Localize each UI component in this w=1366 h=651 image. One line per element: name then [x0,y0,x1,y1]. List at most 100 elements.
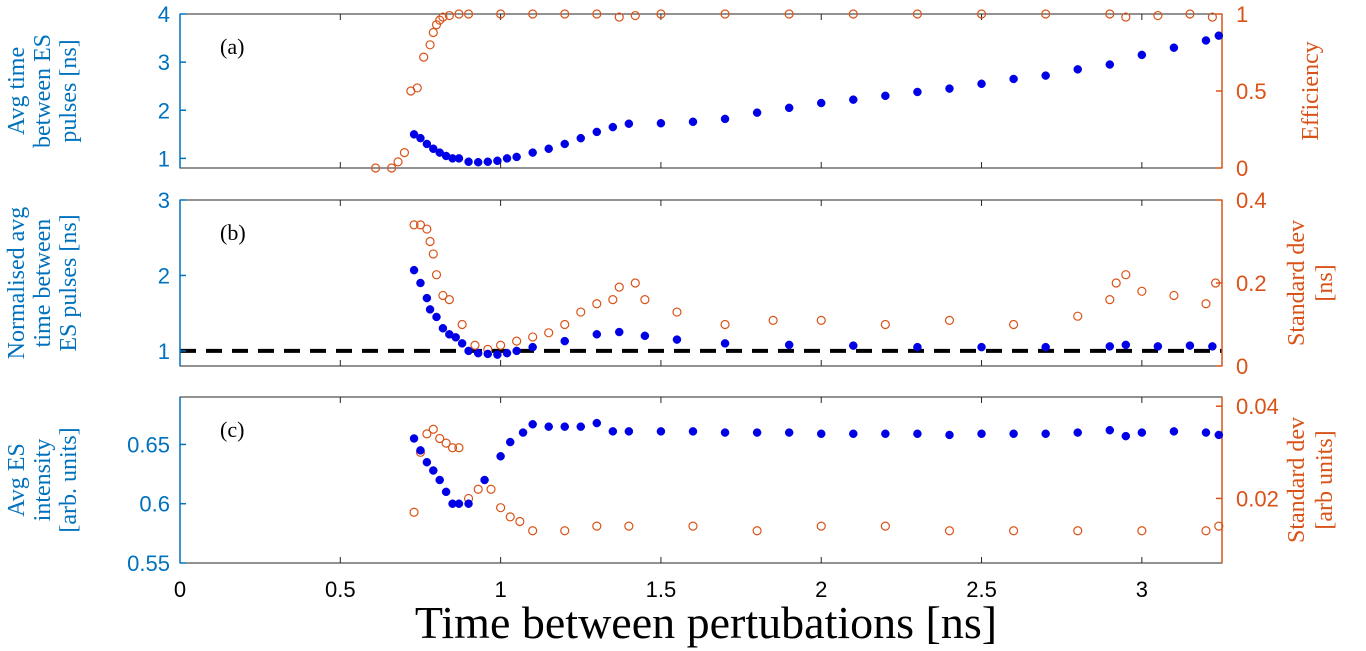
left-series-point [454,154,464,163]
right-y-label: [arb units] [1312,430,1338,529]
left-series-point [416,278,425,288]
left-series-point [1073,65,1082,74]
left-series-point [576,133,586,143]
left-y-label: [arb. units] [56,427,82,532]
left-series-point [1121,340,1131,350]
left-y-label: Avg time [4,47,30,135]
panel-frame [179,199,1223,367]
x-tick-label: 0 [174,577,186,602]
right-series-point [409,220,419,230]
right-series-point [435,15,445,25]
left-y-tick-label: 4 [158,2,170,27]
right-y-tick-label: 0 [1236,354,1248,379]
left-series-point [1137,428,1147,437]
right-series-point [1041,9,1051,19]
right-series-point [454,443,464,453]
right-series-point [630,278,640,288]
x-axis-label: Time between pertubations [ns] [415,597,997,648]
panel-label: (a) [220,34,244,59]
right-series-point [672,307,682,317]
left-y-tick-label: 1 [158,339,170,364]
left-series-point [977,342,986,352]
right-series-point [768,315,778,325]
right-series-point [720,9,730,19]
left-series-point [528,420,537,429]
left-series-point [1041,342,1050,352]
left-y-label: pulses [ns] [56,39,82,142]
left-series-point [784,103,794,113]
right-series-point [1153,10,1163,21]
right-series-point [409,507,419,517]
right-series-point [1105,295,1115,305]
right-series-point [393,157,403,167]
right-series-point [473,484,483,494]
left-series-point [518,428,528,437]
right-series-point [1201,526,1211,536]
left-series-point [784,428,794,437]
right-series-point [688,521,698,531]
left-series-point [1105,342,1115,351]
right-series-point [425,236,435,247]
right-series-point [431,270,442,280]
left-series-point [483,157,493,166]
left-series-point [816,98,826,108]
left-series-point [720,114,730,124]
right-series-point [528,332,538,342]
left-series-point [502,154,512,163]
left-series-point [672,335,682,344]
left-series-point [1185,341,1195,350]
left-y-tick-label: 2 [158,263,170,288]
left-series-point [1121,431,1131,441]
left-series-point [720,339,730,348]
left-series-point [752,428,762,437]
left-y-label: ES pulses [ns] [56,214,82,351]
right-y-tick-label: 0.02 [1236,486,1279,511]
right-series-point [592,9,602,19]
right-series-point [1214,521,1224,531]
right-series-point [976,9,987,19]
right-series-point [560,319,570,330]
right-series-point [528,526,538,536]
right-series-point [784,9,794,19]
right-series-point [1201,299,1211,309]
left-series-point [1214,31,1224,40]
left-series-point [656,118,666,128]
left-series-point [422,457,432,467]
left-series-point [1208,342,1217,351]
right-series-point [1111,278,1121,288]
left-y-label: intensity [30,439,56,522]
panel-3: 0 0.5 1 1.5 2 2.5 3 0.55 0.6 0.65 0.02 0.04 Avg ES in… [4,394,1338,602]
left-series-point [849,341,858,350]
right-y-label: Standard dev [1284,220,1310,346]
right-y-label: Standard dev [1284,417,1310,543]
left-series-point [464,346,473,356]
right-series-point [912,9,923,19]
right-series-point [614,12,624,22]
left-series-point [1201,36,1211,45]
right-y-tick-label: 0 [1236,156,1248,181]
left-series-point [457,339,467,348]
left-series-point [432,312,441,322]
right-series-point [1169,290,1179,301]
right-y-tick-label: 0.2 [1236,271,1267,296]
right-series-point [1073,526,1083,536]
left-series-point [592,418,602,428]
right-series-point [1137,286,1147,296]
right-y-tick-label: 0.04 [1236,394,1279,419]
left-series-point [416,446,425,455]
right-series-point [614,282,624,292]
right-series-point [630,10,640,21]
right-series-point [444,10,454,21]
left-series-point [505,437,515,447]
left-series-point [977,429,986,439]
left-series-point [544,422,553,431]
right-series-point [880,319,890,330]
left-series-point [425,305,435,314]
left-y-tick-label: 1 [158,146,170,171]
left-series-point [608,427,618,436]
left-y-tick-label: 0.6 [139,492,170,517]
left-series-point [422,293,432,303]
panel-label: (c) [220,417,244,442]
right-series-point [457,319,467,330]
right-series-point [370,163,381,173]
